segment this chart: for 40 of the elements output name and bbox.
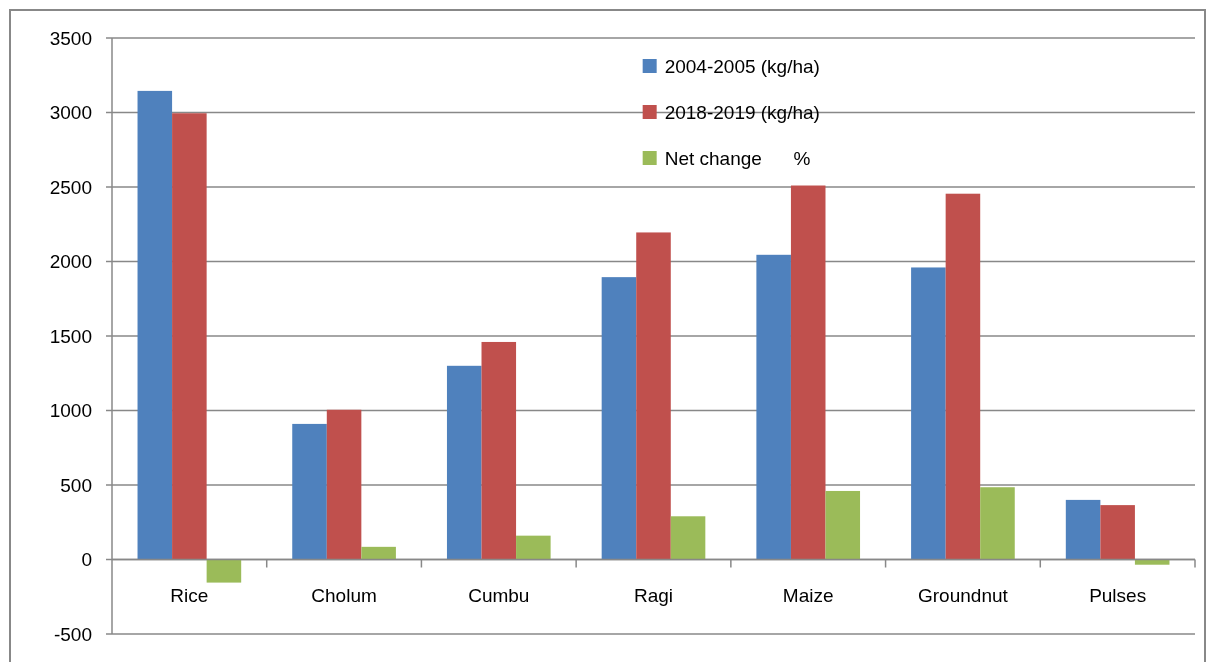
bar — [1134, 559, 1170, 565]
x-tick-label: Ragi — [633, 584, 674, 606]
bar — [446, 365, 482, 560]
bar — [601, 277, 637, 560]
bar — [945, 193, 981, 560]
x-tick-label: Pulses — [1089, 584, 1147, 606]
bar — [292, 423, 327, 560]
bar — [516, 535, 551, 560]
bar — [206, 559, 242, 583]
x-tick-label: Maize — [782, 584, 834, 606]
y-tick-label: -500 — [53, 623, 92, 645]
y-tick-label: 3000 — [49, 102, 92, 124]
bar — [825, 490, 861, 560]
bar — [137, 90, 173, 560]
y-tick-label: 2500 — [49, 176, 92, 198]
x-tick-label: Rice — [170, 584, 209, 606]
bar — [1065, 499, 1101, 560]
bar — [361, 546, 396, 560]
x-tick-label: Groundnut — [918, 584, 1009, 606]
y-tick-label: 3500 — [49, 27, 92, 49]
bar — [670, 516, 706, 560]
legend-label: 2004-2005 (kg/ha) — [664, 55, 820, 77]
y-tick-label: 1000 — [49, 400, 92, 422]
legend-label: 2018-2019 (kg/ha) — [664, 101, 820, 123]
bar — [172, 113, 207, 560]
x-tick-label: Cumbu — [468, 584, 530, 606]
bar — [1100, 505, 1135, 560]
y-tick-label: 1500 — [49, 325, 92, 347]
bar — [790, 185, 826, 560]
legend-label: Net change % — [664, 147, 811, 169]
x-tick-label: Cholum — [311, 584, 377, 606]
bar — [980, 487, 1015, 560]
y-tick-label: 2000 — [49, 251, 92, 273]
bar — [636, 232, 671, 560]
bar — [326, 409, 362, 560]
bar — [756, 254, 791, 560]
bar — [911, 267, 946, 560]
bar — [481, 341, 517, 560]
y-tick-label: 0 — [81, 549, 92, 571]
y-tick-label: 500 — [60, 474, 92, 496]
